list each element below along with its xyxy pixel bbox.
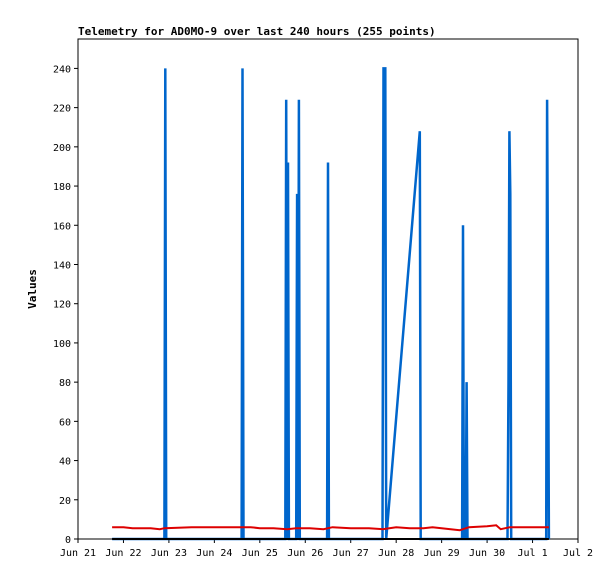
- chart-title: Telemetry for AD0MO-9 over last 240 hour…: [78, 25, 436, 38]
- y-tick-label: 220: [53, 104, 71, 115]
- x-tick-label: Jul 1: [517, 548, 547, 559]
- y-tick-label: 120: [53, 300, 71, 311]
- x-tick-label: Jun 24: [196, 548, 232, 559]
- y-axis: 0 20 40 60 80 100 120 140 160 180 200 220 240: [53, 64, 78, 546]
- x-tick-label: Jun 25: [242, 548, 278, 559]
- y-tick-label: 180: [53, 182, 71, 193]
- x-axis: Jun 21 Jun 22 Jun 23 Jun 24 Jun 25 Jun 26 Jun …: [60, 539, 593, 559]
- y-tick-label: 200: [53, 143, 71, 154]
- y-tick-label: 140: [53, 260, 71, 271]
- y-tick-label: 160: [53, 221, 71, 232]
- x-tick-label: Jun 22: [105, 548, 141, 559]
- y-tick-label: 100: [53, 339, 71, 350]
- x-tick-label: Jun 30: [469, 548, 505, 559]
- x-tick-label: Jun 29: [424, 548, 460, 559]
- plot-series: [112, 67, 551, 541]
- y-tick-label: 240: [53, 64, 71, 75]
- x-tick-label: Jun 28: [378, 548, 414, 559]
- x-tick-label: Jun 23: [151, 548, 187, 559]
- y-tick-label: 80: [59, 378, 71, 389]
- y-tick-label: 60: [59, 417, 71, 428]
- y-tick-label: 40: [59, 457, 71, 468]
- x-tick-label: Jun 21: [60, 548, 96, 559]
- y-axis-label: Values: [26, 269, 39, 309]
- series-line-1: [112, 524, 549, 532]
- x-tick-label: Jul 2: [563, 548, 593, 559]
- x-tick-label: Jun 27: [333, 548, 369, 559]
- y-tick-label: 20: [59, 496, 71, 507]
- x-tick-label: Jun 26: [287, 548, 323, 559]
- y-tick-label: 0: [65, 535, 71, 546]
